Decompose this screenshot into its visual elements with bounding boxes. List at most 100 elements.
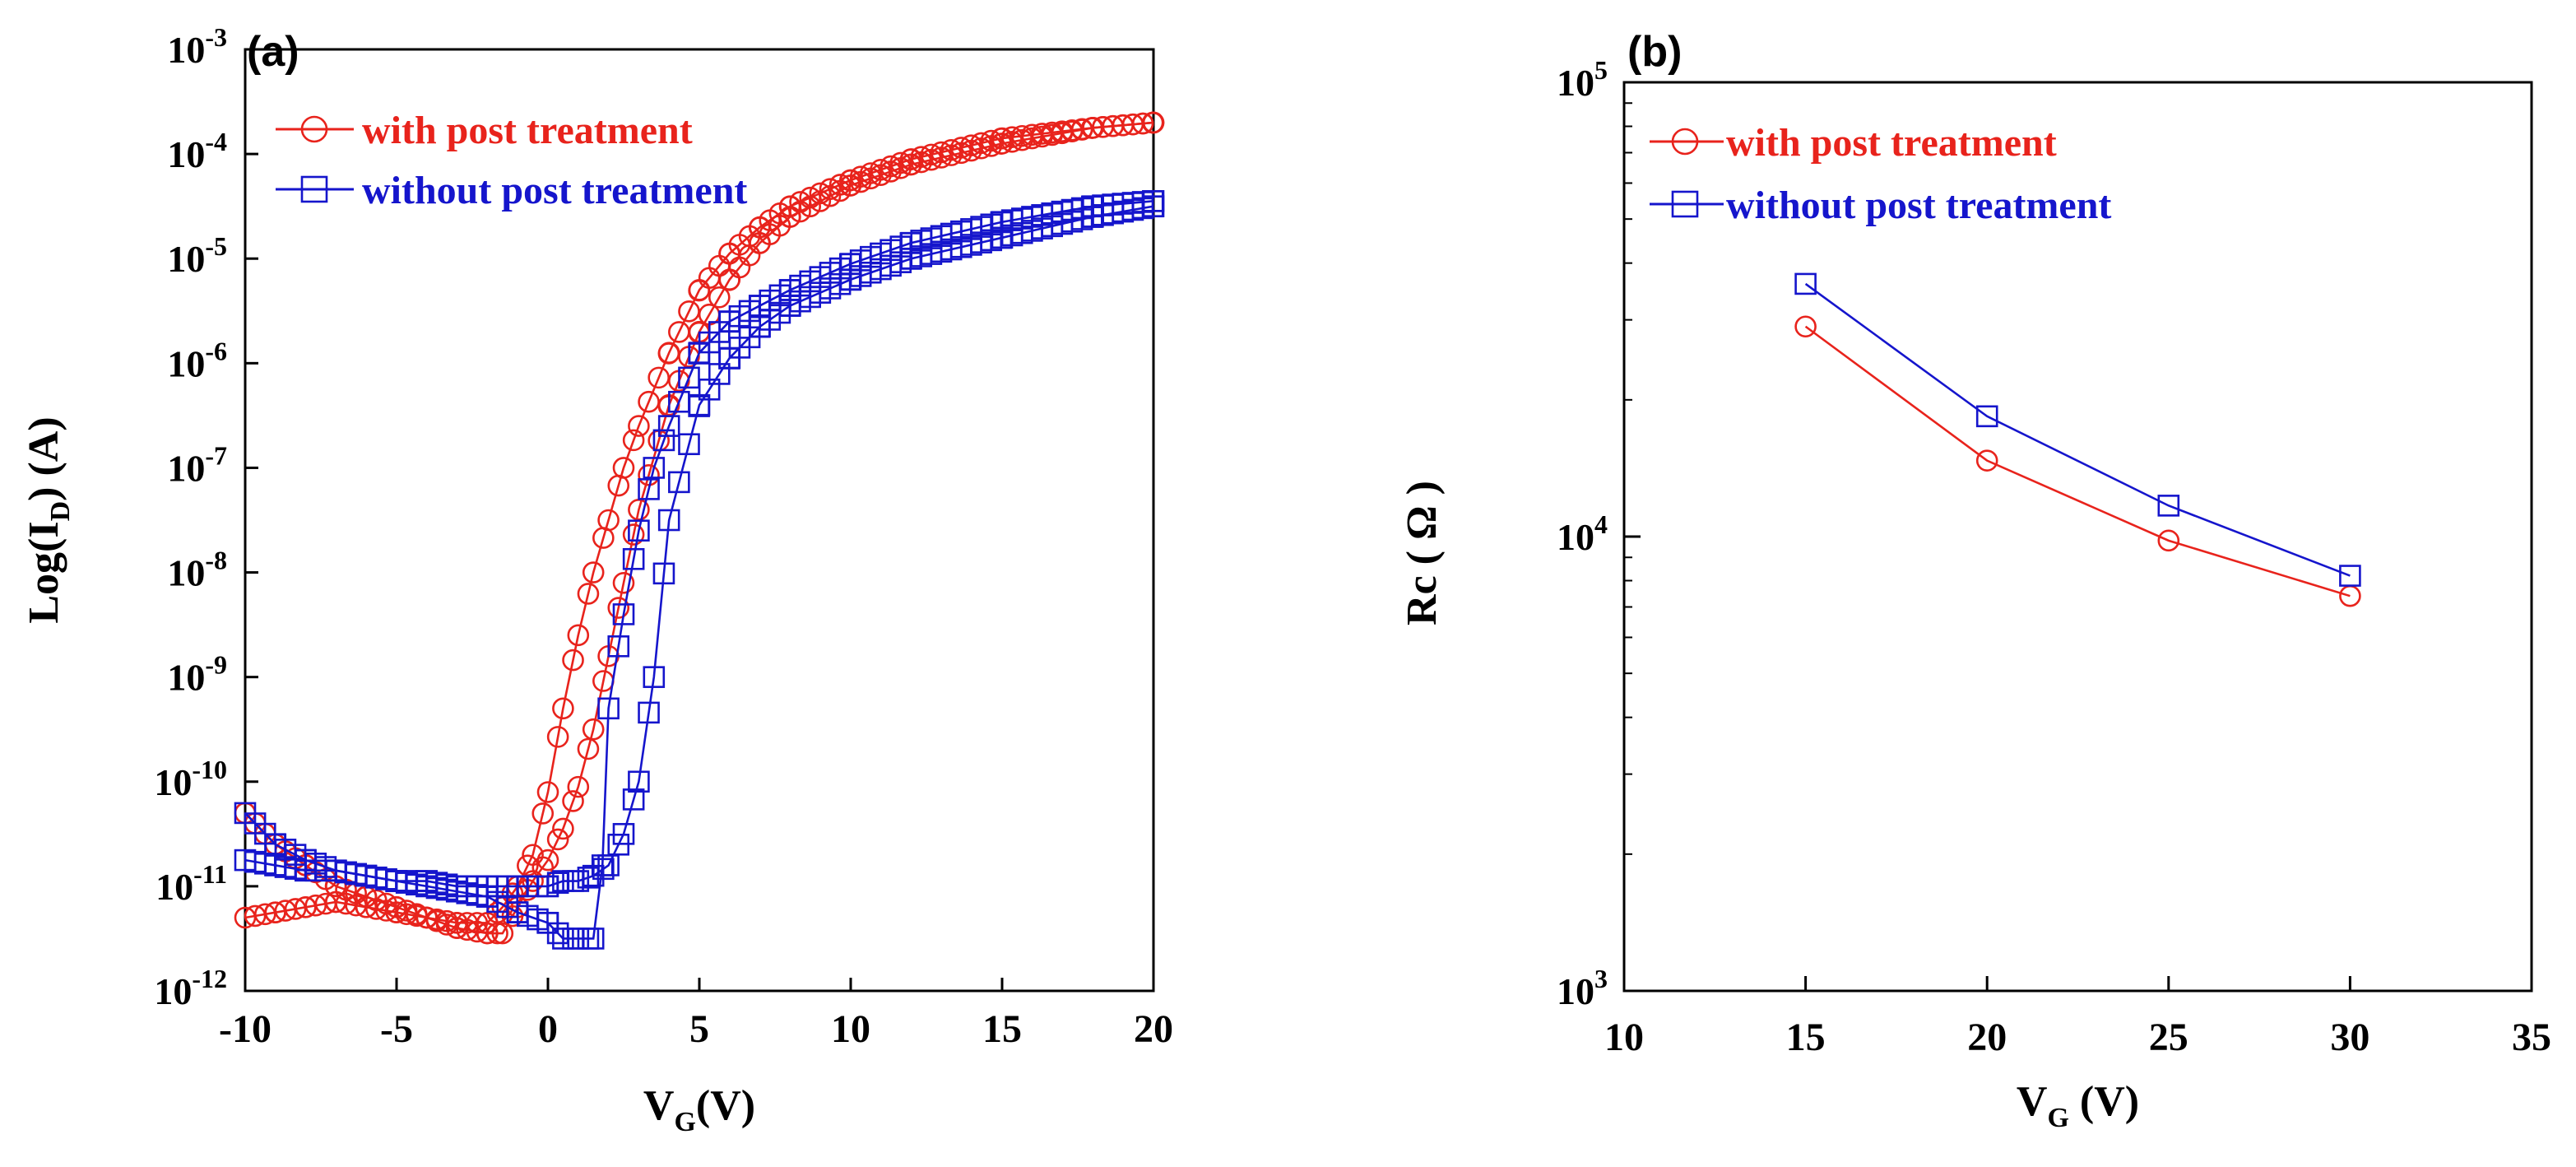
data-point-a <box>708 286 731 309</box>
x-tick-label-a: 15 <box>982 1007 1022 1051</box>
data-point-a <box>870 164 892 186</box>
data-point-a <box>668 471 690 494</box>
data-point-b <box>1975 405 1998 428</box>
x-tick-label-a: 5 <box>689 1007 709 1051</box>
data-point-a <box>491 922 514 945</box>
data-point-b <box>1975 449 1998 472</box>
data-point-a <box>562 790 584 812</box>
data-point-a <box>536 781 559 803</box>
data-point-a <box>622 547 645 570</box>
y-tick-label-a: 10-5 <box>167 231 227 280</box>
data-point-b <box>2157 495 2180 517</box>
y-axis-label-b: Rc ( Ω ) <box>1399 481 1446 625</box>
x-tick-label-a: -5 <box>380 1007 413 1051</box>
data-point-a <box>889 156 912 179</box>
data-point-a <box>622 429 645 452</box>
data-point-a <box>425 909 448 932</box>
data-point-a <box>567 775 590 798</box>
data-point-a <box>435 914 458 936</box>
data-point-a <box>612 571 635 594</box>
data-point-a <box>643 666 666 688</box>
data-point-a <box>678 366 700 389</box>
data-point-b <box>1794 272 1817 295</box>
data-point-a <box>476 922 499 945</box>
data-point-a <box>779 206 801 228</box>
series-a-with-post-treatment <box>234 111 1165 945</box>
y-tick-label-a: 10-6 <box>167 336 227 384</box>
legend-b: with post treatment without post treatmen… <box>1650 121 2111 227</box>
data-point-a <box>980 135 1003 157</box>
series-b-without-post-treatment <box>1794 272 2361 587</box>
data-point-b <box>2339 565 2361 587</box>
data-point-a <box>597 509 620 532</box>
data-point-a <box>622 788 645 811</box>
data-point-a <box>900 153 922 176</box>
data-point-a <box>859 167 882 190</box>
x-tick-label-b: 25 <box>2149 1016 2188 1059</box>
data-point-a <box>920 148 943 171</box>
x-tick-label-a: 10 <box>831 1007 870 1051</box>
y-tick-label-b: 104 <box>1557 509 1608 558</box>
x-tick-label-b: 35 <box>2512 1016 2551 1059</box>
data-point-a <box>849 170 872 193</box>
data-point-a <box>950 142 972 165</box>
data-point-a <box>375 892 397 915</box>
panel-a: 10-310-410-510-610-710-810-910-1010-1110… <box>21 22 1173 1137</box>
data-point-a <box>582 718 605 741</box>
data-point-a <box>799 195 821 218</box>
panel-label-a: (a) <box>247 28 299 76</box>
legend-marker-a <box>300 175 328 203</box>
x-tick-label-a: 20 <box>1134 1007 1173 1051</box>
y-tick-label-a: 10-8 <box>167 546 227 594</box>
data-point-a <box>577 583 600 605</box>
data-point-a <box>668 390 690 413</box>
data-point-a <box>567 624 590 647</box>
y-tick-label-a: 10-11 <box>155 859 227 908</box>
legend-marker-b <box>1671 190 1699 218</box>
y-tick-label-a: 10-4 <box>167 127 227 175</box>
y-tick-label-a: 10-10 <box>154 755 227 803</box>
data-point-a <box>622 523 645 546</box>
data-point-a <box>552 817 574 840</box>
data-point-a <box>643 457 666 479</box>
data-point-a <box>628 519 650 542</box>
legend-label-a: with post treatment <box>362 109 693 152</box>
x-tick-label-b: 30 <box>2330 1016 2369 1059</box>
x-tick-label-a: -10 <box>219 1007 272 1051</box>
y-tick-label-a: 10-12 <box>154 964 227 1012</box>
y-tick-label-b: 105 <box>1557 55 1608 104</box>
data-point-a <box>486 922 508 945</box>
legend-label-b: with post treatment <box>1726 121 2057 165</box>
data-point-a <box>652 562 675 585</box>
data-point-a <box>365 889 388 912</box>
panel-label-b: (b) <box>1627 28 1682 76</box>
data-point-a <box>678 433 700 456</box>
data-point-a <box>657 509 680 532</box>
data-point-a <box>657 415 680 437</box>
series-b-with-post-treatment <box>1794 315 2361 607</box>
data-point-a <box>607 597 630 619</box>
legend-marker-a <box>300 115 328 143</box>
data-point-a <box>828 179 852 202</box>
data-point-a <box>597 697 620 720</box>
y-tick-label-b: 103 <box>1557 964 1608 1012</box>
data-point-a <box>960 139 982 162</box>
data-point-a <box>385 896 408 918</box>
x-axis-label-b: VG (V) <box>2017 1078 2139 1133</box>
series-line-b <box>1804 282 2351 577</box>
data-point-a <box>395 900 418 922</box>
data-point-a <box>638 478 660 500</box>
data-point-a <box>546 726 569 748</box>
data-point-a <box>809 190 832 212</box>
data-point-a <box>880 160 902 183</box>
data-point-a <box>819 184 842 207</box>
data-point-a <box>591 854 614 876</box>
data-point-a <box>940 144 963 166</box>
data-point-a <box>405 903 428 926</box>
legend-marker-b <box>1671 128 1699 156</box>
x-tick-label-b: 20 <box>1967 1016 2007 1059</box>
data-point-a <box>652 429 675 452</box>
data-point-a <box>839 174 862 197</box>
data-point-a <box>628 770 650 793</box>
x-tick-label-a: 0 <box>538 1007 558 1051</box>
